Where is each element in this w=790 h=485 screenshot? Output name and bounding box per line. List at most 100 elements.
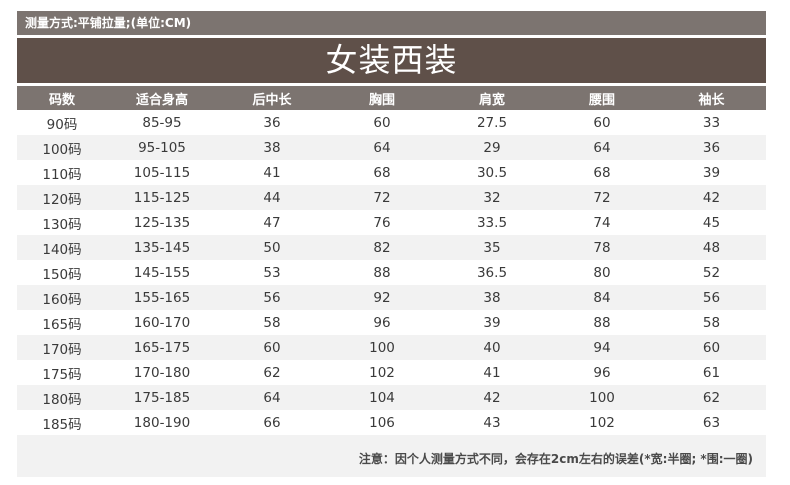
table-cell: 185码 <box>42 416 82 433</box>
header-height: 适合身高 <box>135 92 188 108</box>
table-cell: 104 <box>369 389 395 406</box>
table-cell: 39 <box>702 164 721 181</box>
table-cell: 115-125 <box>133 189 191 206</box>
table-cell: 60 <box>702 339 721 356</box>
table-cell: 58 <box>263 314 281 331</box>
table-cell: 40 <box>483 339 501 356</box>
table-cell: 62 <box>702 389 721 406</box>
header-shoulder: 肩宽 <box>478 92 505 108</box>
table-cell: 45 <box>702 214 721 231</box>
table-cell: 96 <box>373 314 391 331</box>
table-cell: 30.5 <box>476 164 508 181</box>
table-cell: 66 <box>263 414 281 431</box>
header-size: 码数 <box>48 92 75 108</box>
table-cell: 180码 <box>42 391 82 408</box>
table-cell: 95-105 <box>138 139 186 156</box>
table-cell: 100码 <box>42 141 82 158</box>
table-cell: 90码 <box>46 116 78 133</box>
divider <box>17 35 766 38</box>
table-cell: 32 <box>483 189 501 206</box>
table-cell: 94 <box>593 339 611 356</box>
table-cell: 33.5 <box>476 214 508 231</box>
table-cell: 29 <box>483 139 501 156</box>
table-cell: 68 <box>373 164 391 181</box>
table-cell: 175-185 <box>133 389 191 406</box>
table-cell: 140码 <box>42 241 82 258</box>
table-cell: 80 <box>593 264 611 281</box>
table-cell: 82 <box>373 239 391 256</box>
table-cell: 44 <box>263 189 281 206</box>
table-cell: 165-175 <box>133 339 191 356</box>
table-row: 100码 95-105 38 64 29 64 36 <box>17 135 766 160</box>
table-cell: 48 <box>702 239 721 256</box>
table-cell: 88 <box>373 264 391 281</box>
table-cell: 100 <box>589 389 615 406</box>
table-cell: 38 <box>263 139 281 156</box>
header-row: 码数 适合身高 后中长 胸围 肩宽 腰围 袖长 <box>17 86 766 110</box>
table-row: 150码 145-155 53 88 36.5 80 52 <box>17 260 766 285</box>
table-cell: 42 <box>483 389 501 406</box>
chart-title: 女装西装 <box>17 38 766 83</box>
table-cell: 42 <box>702 189 721 206</box>
table-cell: 175码 <box>42 366 82 383</box>
table-row: 165码 160-170 58 96 39 88 58 <box>17 310 766 335</box>
table-cell: 64 <box>593 139 611 156</box>
header-waist: 腰围 <box>588 92 615 108</box>
table-row: 185码 180-190 66 106 43 102 63 <box>17 410 766 435</box>
table-cell: 160码 <box>42 291 82 308</box>
table-cell: 76 <box>373 214 391 231</box>
table-cell: 60 <box>373 114 391 131</box>
table-row: 140码 135-145 50 82 35 78 48 <box>17 235 766 260</box>
table-cell: 52 <box>702 264 721 281</box>
table-row: 130码 125-135 47 76 33.5 74 45 <box>17 210 766 235</box>
table-cell: 33 <box>702 114 721 131</box>
header-sleeve: 袖长 <box>698 92 725 108</box>
table-cell: 150码 <box>42 266 82 283</box>
table-cell: 50 <box>263 239 281 256</box>
table-cell: 110码 <box>42 166 82 183</box>
table-cell: 47 <box>263 214 281 231</box>
table-cell: 165码 <box>42 316 82 333</box>
table-cell: 72 <box>373 189 391 206</box>
table-cell: 64 <box>373 139 391 156</box>
size-chart: 测量方式:平铺拉量;(单位:CM) 女装西装 码数 适合身高 后中长 胸围 肩宽… <box>17 11 766 477</box>
table-cell: 155-165 <box>133 289 191 306</box>
table-row: 90码 85-95 36 60 27.5 60 33 <box>17 110 766 135</box>
table-row: 110码 105-115 41 68 30.5 68 39 <box>17 160 766 185</box>
table-cell: 38 <box>483 289 501 306</box>
header-back-length: 后中长 <box>252 92 292 108</box>
table-cell: 120码 <box>42 191 82 208</box>
table-cell: 53 <box>263 264 281 281</box>
table-cell: 100 <box>369 339 395 356</box>
table-cell: 41 <box>483 364 501 381</box>
table-cell: 41 <box>263 164 281 181</box>
table-row: 180码 175-185 64 104 42 100 62 <box>17 385 766 410</box>
table-cell: 88 <box>593 314 611 331</box>
table-cell: 64 <box>263 389 281 406</box>
table-cell: 56 <box>702 289 721 306</box>
table-cell: 135-145 <box>133 239 191 256</box>
divider <box>17 83 766 86</box>
table-row: 160码 155-165 56 92 38 84 56 <box>17 285 766 310</box>
table-cell: 170-180 <box>133 364 191 381</box>
table-row: 170码 165-175 60 100 40 94 60 <box>17 335 766 360</box>
table-cell: 74 <box>593 214 611 231</box>
table-cell: 61 <box>702 364 721 381</box>
table-row: 120码 115-125 44 72 32 72 42 <box>17 185 766 210</box>
table-cell: 96 <box>593 364 611 381</box>
table-cell: 145-155 <box>133 264 191 281</box>
table-cell: 125-135 <box>133 214 191 231</box>
table-cell: 36.5 <box>476 264 508 281</box>
table-cell: 60 <box>593 114 611 131</box>
table-cell: 85-95 <box>142 114 182 131</box>
table-cell: 36 <box>263 114 281 131</box>
table-cell: 27.5 <box>476 114 508 131</box>
table-body: 90码 85-95 36 60 27.5 60 33 100码 95-105 38 64 29 64 36… <box>17 110 766 435</box>
table-cell: 160-170 <box>133 314 191 331</box>
table-cell: 58 <box>702 314 721 331</box>
table-cell: 92 <box>373 289 391 306</box>
table-cell: 105-115 <box>133 164 191 181</box>
table-cell: 180-190 <box>133 414 191 431</box>
table-cell: 68 <box>593 164 611 181</box>
